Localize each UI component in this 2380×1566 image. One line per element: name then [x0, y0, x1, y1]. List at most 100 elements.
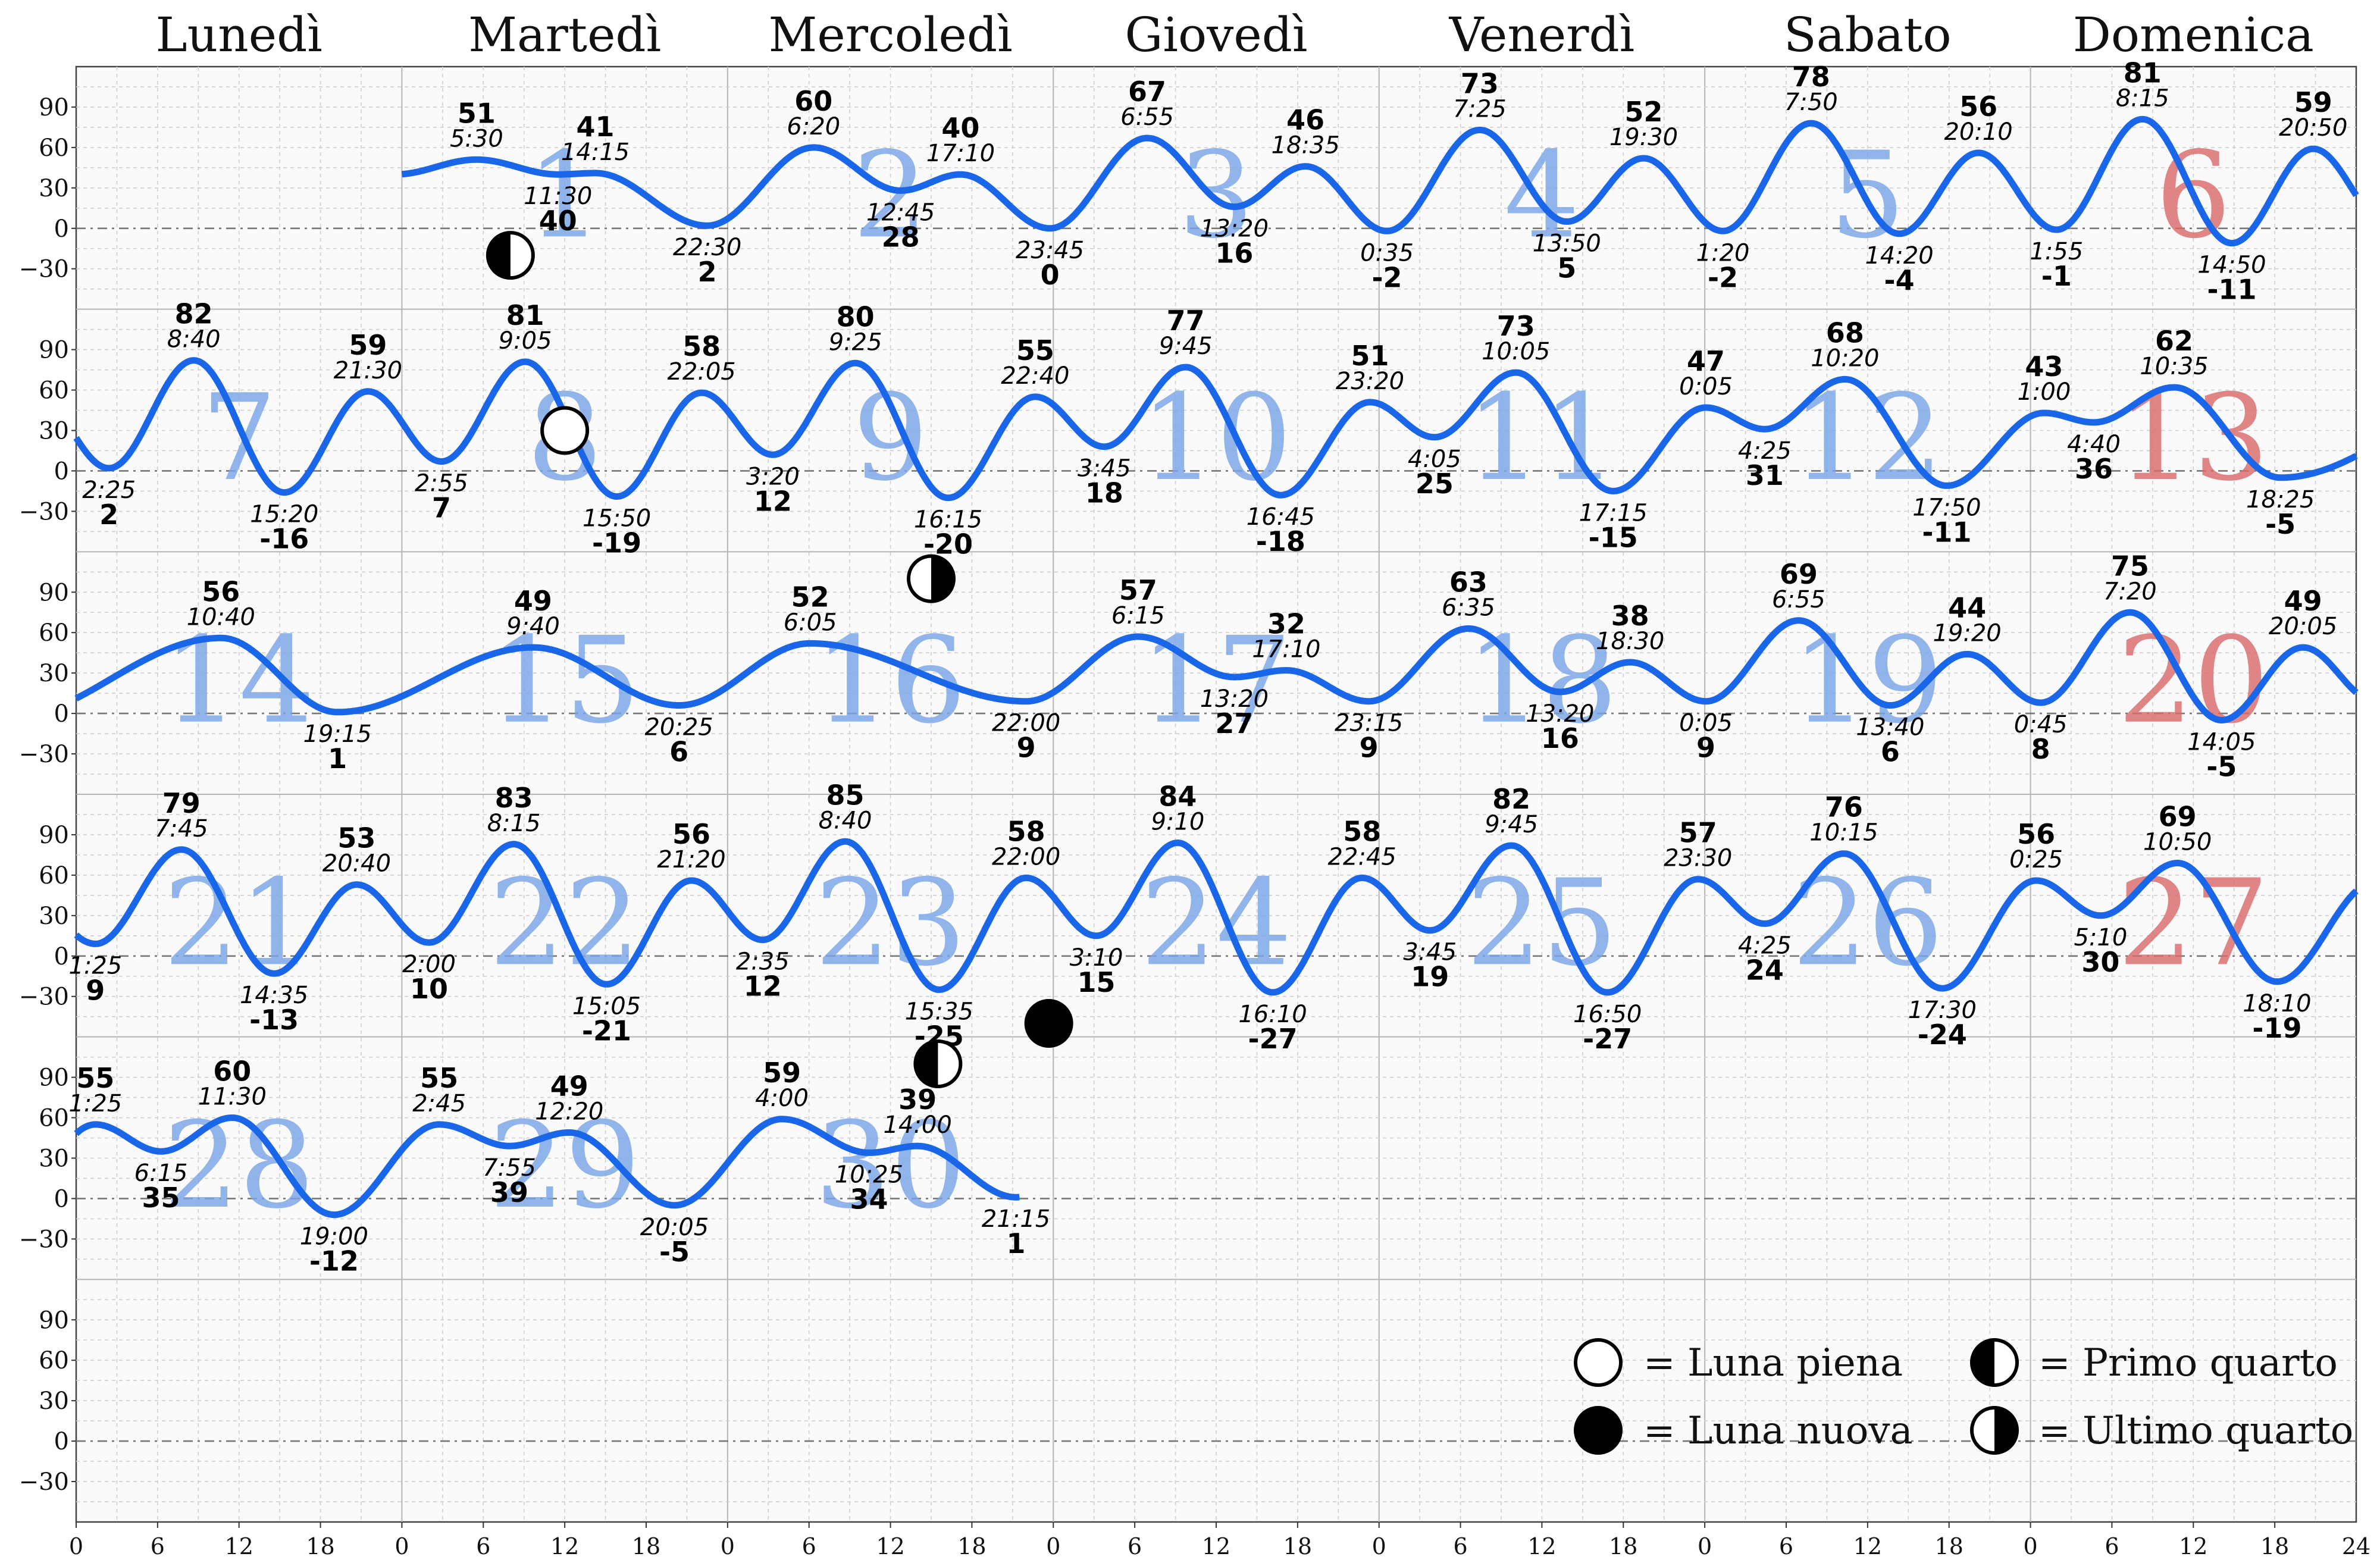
low-tide-value: -5	[2265, 508, 2296, 540]
low-tide-time: 4:05	[1408, 446, 1461, 473]
high-tide-time: 8:40	[819, 807, 872, 834]
low-tide-time: 3:10	[1070, 944, 1123, 972]
low-tide-value: -13	[249, 1004, 299, 1036]
x-tick-label: 24	[2342, 1533, 2370, 1559]
y-tick-label: 90	[39, 94, 69, 121]
high-tide-value: 80	[837, 300, 875, 333]
high-tide-time: 19:30	[1609, 124, 1678, 151]
high-tide-time: 0:25	[2009, 846, 2063, 873]
x-tick-label: 6	[2105, 1533, 2119, 1559]
last-quarter-legend-icon	[1970, 1406, 2019, 1455]
low-tide-time: 20:25	[644, 714, 713, 741]
x-tick-label: 12	[550, 1533, 579, 1559]
low-tide-time: 14:50	[2197, 252, 2266, 279]
y-tick-label: 30	[39, 418, 69, 445]
y-tick-label: 60	[39, 1105, 69, 1132]
y-tick-label: −30	[19, 984, 69, 1011]
low-tide-time: 0:35	[1360, 239, 1414, 267]
x-tick-label: 18	[1935, 1533, 1964, 1559]
high-tide-time: 6:35	[1442, 594, 1495, 621]
full-moon-legend-icon	[1574, 1338, 1623, 1387]
low-tide-value: 24	[1746, 954, 1784, 986]
y-tick-label: 90	[39, 1064, 69, 1092]
y-tick-label: −30	[19, 1468, 69, 1496]
day-name-header: Domenica	[2073, 7, 2314, 62]
date-number: 30	[815, 1097, 966, 1235]
low-tide-value: 27	[1215, 707, 1253, 740]
high-tide-value: 56	[2017, 818, 2055, 850]
low-tide-time: 12:45	[866, 199, 935, 226]
high-tide-value: 56	[672, 818, 710, 850]
x-tick-label: 12	[876, 1533, 904, 1559]
low-tide-value: -18	[1256, 525, 1305, 558]
x-tick-label: 12	[225, 1533, 253, 1559]
high-tide-value: 79	[162, 787, 201, 819]
low-tide-value: 31	[1746, 459, 1784, 491]
y-tick-label: 60	[39, 377, 69, 405]
low-tide-time: 13:20	[1200, 215, 1269, 243]
high-tide-time: 8:40	[167, 326, 221, 353]
new-moon-legend-icon	[1574, 1406, 1623, 1455]
high-tide-time: 20:05	[2269, 613, 2337, 640]
low-tide-value: 9	[1696, 732, 1715, 764]
low-tide-value: 16	[1541, 722, 1579, 754]
high-tide-time: 22:40	[1001, 362, 1069, 390]
high-tide-time: 6:20	[787, 113, 840, 140]
high-tide-value: 56	[1959, 90, 1997, 123]
low-tide-time: 15:05	[572, 992, 641, 1020]
high-tide-time: 12:20	[535, 1098, 603, 1125]
legend-full-moon: = Luna piena	[1643, 1341, 1903, 1385]
high-tide-time: 5:30	[450, 125, 503, 152]
high-tide-time: 14:15	[561, 139, 630, 166]
high-tide-value: 57	[1679, 817, 1717, 849]
high-tide-value: 32	[1267, 608, 1305, 640]
date-number: 9	[853, 369, 928, 508]
high-tide-value: 75	[2111, 550, 2149, 582]
tide-curve	[74, 838, 2359, 996]
low-tide-value: 8	[2031, 733, 2050, 765]
day-name-header: Sabato	[1784, 7, 1952, 62]
high-tide-time: 9:05	[499, 327, 552, 355]
date-number: 14	[163, 612, 315, 750]
high-tide-value: 38	[1611, 600, 1649, 632]
high-tide-time: 1:25	[68, 1090, 122, 1117]
x-tick-label: 6	[476, 1533, 490, 1559]
high-tide-value: 39	[898, 1083, 937, 1116]
high-tide-value: 49	[2284, 585, 2322, 617]
low-tide-time: 2:55	[415, 470, 468, 497]
x-tick-label: 6	[1453, 1533, 1467, 1559]
y-tick-label: 30	[39, 1145, 69, 1173]
high-tide-time: 22:00	[992, 843, 1060, 870]
low-tide-time: 13:50	[1533, 230, 1601, 257]
high-tide-value: 59	[763, 1057, 801, 1089]
high-tide-time: 1:00	[2017, 378, 2071, 406]
y-tick-label: 60	[39, 619, 69, 647]
high-tide-time: 21:30	[334, 357, 402, 384]
low-tide-time: 13:40	[1856, 714, 1924, 741]
high-tide-time: 7:25	[1453, 95, 1507, 123]
high-tide-time: 23:20	[1336, 368, 1404, 395]
y-tick-label: 0	[54, 943, 69, 970]
high-tide-value: 73	[1497, 310, 1535, 342]
low-tide-value: 16	[1215, 237, 1253, 270]
y-tick-label: −30	[19, 741, 69, 768]
high-tide-value: 76	[1825, 791, 1863, 823]
x-tick-label: 6	[1128, 1533, 1142, 1559]
low-tide-time: 13:20	[1526, 700, 1594, 728]
y-tick-label: 30	[39, 1388, 69, 1415]
x-tick-label: 18	[1283, 1533, 1312, 1559]
y-tick-label: −30	[19, 498, 69, 525]
high-tide-time: 10:35	[2140, 353, 2208, 380]
y-tick-label: 60	[39, 862, 69, 890]
high-tide-time: 18:30	[1596, 628, 1664, 655]
high-tide-value: 69	[2159, 801, 2197, 833]
x-tick-label: 18	[306, 1533, 334, 1559]
low-tide-value: 6	[1881, 736, 1900, 768]
high-tide-value: 51	[1351, 340, 1389, 372]
high-tide-time: 17:10	[926, 140, 995, 167]
x-tick-label: 12	[1853, 1533, 1882, 1559]
high-tide-value: 77	[1167, 305, 1205, 337]
high-tide-value: 84	[1158, 781, 1197, 813]
x-tick-label: 0	[394, 1533, 409, 1559]
high-tide-value: 44	[1948, 591, 1986, 624]
